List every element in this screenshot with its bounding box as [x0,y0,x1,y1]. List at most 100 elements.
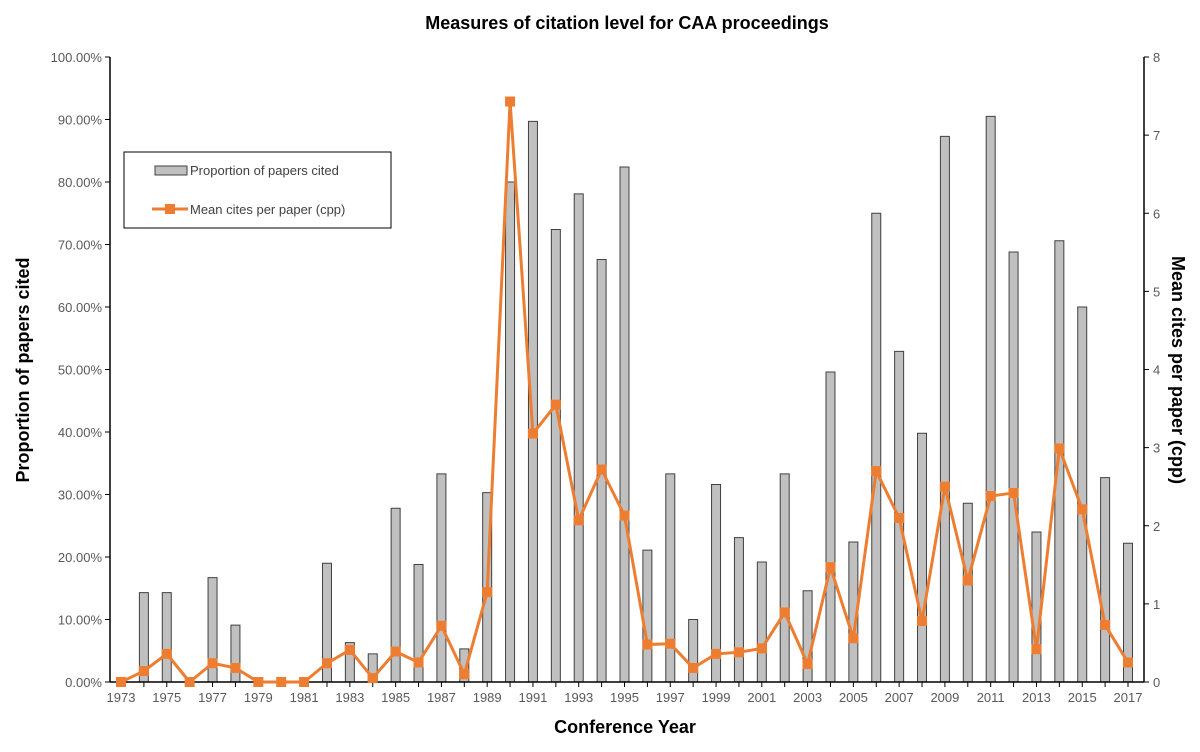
cpp-marker [138,666,149,677]
x-tick-label: 1991 [518,690,547,705]
y-tick-label: 20.00% [58,550,103,565]
x-tick-label: 1995 [610,690,639,705]
cpp-marker [505,96,516,107]
y-tick-label: 90.00% [58,113,103,128]
y-tick-label: 30.00% [58,488,103,503]
cpp-marker [733,647,744,658]
bar [436,473,447,683]
cpp-marker [917,616,928,627]
cpp-marker [161,648,172,659]
cpp-marker [688,662,699,673]
cpp-marker [1077,504,1088,515]
cpp-marker [367,673,378,684]
bar [962,502,973,683]
y2-tick-label: 6 [1153,206,1160,221]
cpp-marker [894,512,905,523]
cpp-marker [825,562,836,573]
cpp-marker [848,633,859,644]
chart-title: Measures of citation level for CAA proce… [425,13,828,33]
x-tick-label: 2005 [839,690,868,705]
x-tick-label: 2015 [1068,690,1097,705]
cpp-marker [642,639,653,650]
bar [642,549,653,683]
x-axis-label: Conference Year [554,717,696,737]
cpp-marker [596,464,607,475]
x-tick-label: 2017 [1114,690,1143,705]
cpp-marker [253,677,264,687]
bar [1100,477,1111,683]
y-tick-label: 10.00% [58,613,103,628]
bar [619,166,630,683]
legend-label-line: Mean cites per paper (cpp) [190,202,345,217]
x-tick-label: 1993 [564,690,593,705]
cpp-marker [1008,487,1019,498]
y2-tick-label: 0 [1153,675,1160,690]
cpp-marker [619,510,630,521]
y-tick-label: 50.00% [58,363,103,378]
x-tick-label: 1983 [335,690,364,705]
cpp-marker [711,648,722,659]
y2-axis-label: Mean cites per paper (cpp) [1168,256,1188,484]
bar [1031,531,1042,683]
bar [550,229,561,683]
cpp-marker [299,677,310,687]
x-tick-label: 1999 [702,690,731,705]
cpp-marker [390,646,401,657]
bar [1077,306,1088,683]
bar [161,592,172,683]
cpp-marker [985,491,996,502]
cpp-marker [550,399,561,410]
y2-tick-label: 3 [1153,441,1160,456]
cpp-marker [413,657,424,668]
legend-swatch-bar [154,165,188,176]
cpp-marker [207,658,218,669]
x-tick-label: 2003 [793,690,822,705]
y-axis-label: Proportion of papers cited [13,257,33,482]
bar [733,537,744,683]
x-tick-label: 2011 [977,690,1005,705]
bar [756,561,767,683]
x-tick-label: 1997 [656,690,685,705]
bar [985,115,996,683]
cpp-marker [756,643,767,654]
x-tick-label: 1981 [290,690,319,705]
cpp-marker [1123,657,1133,668]
x-tick-label: 2007 [885,690,914,705]
bar [939,135,950,683]
cpp-marker [1031,644,1042,655]
x-tick-label: 1979 [244,690,273,705]
cpp-marker [276,677,287,687]
cpp-marker [459,669,470,680]
cpp-marker [871,466,882,477]
y2-tick-label: 8 [1153,50,1160,65]
cpp-marker [527,428,538,439]
cpp-marker [482,587,493,598]
cpp-marker [573,515,584,526]
cpp-marker [436,620,447,631]
bar [505,181,516,683]
y2-tick-label: 7 [1153,128,1160,143]
y2-tick-label: 1 [1153,597,1160,612]
cpp-marker [344,644,355,655]
cpp-marker [802,659,813,670]
x-tick-label: 1973 [107,690,136,705]
x-tick-label: 1975 [152,690,181,705]
x-tick-label: 1985 [381,690,410,705]
legend: Proportion of papers cited Mean cites pe… [123,151,392,229]
bar [917,432,928,683]
cpp-marker [779,607,790,618]
y-tick-label: 40.00% [58,425,103,440]
x-tick-label: 2001 [747,690,776,705]
x-tick-label: 1977 [198,690,227,705]
y-tick-label: 70.00% [58,238,103,253]
x-tick-label: 1987 [427,690,456,705]
bar [871,212,882,683]
cpp-marker [116,677,126,687]
y2-tick-label: 5 [1153,284,1160,299]
y2-tick-label: 2 [1153,519,1160,534]
cpp-marker [665,638,676,649]
y-tick-label: 80.00% [58,175,103,190]
bar [573,193,584,683]
cpp-marker [962,575,973,586]
